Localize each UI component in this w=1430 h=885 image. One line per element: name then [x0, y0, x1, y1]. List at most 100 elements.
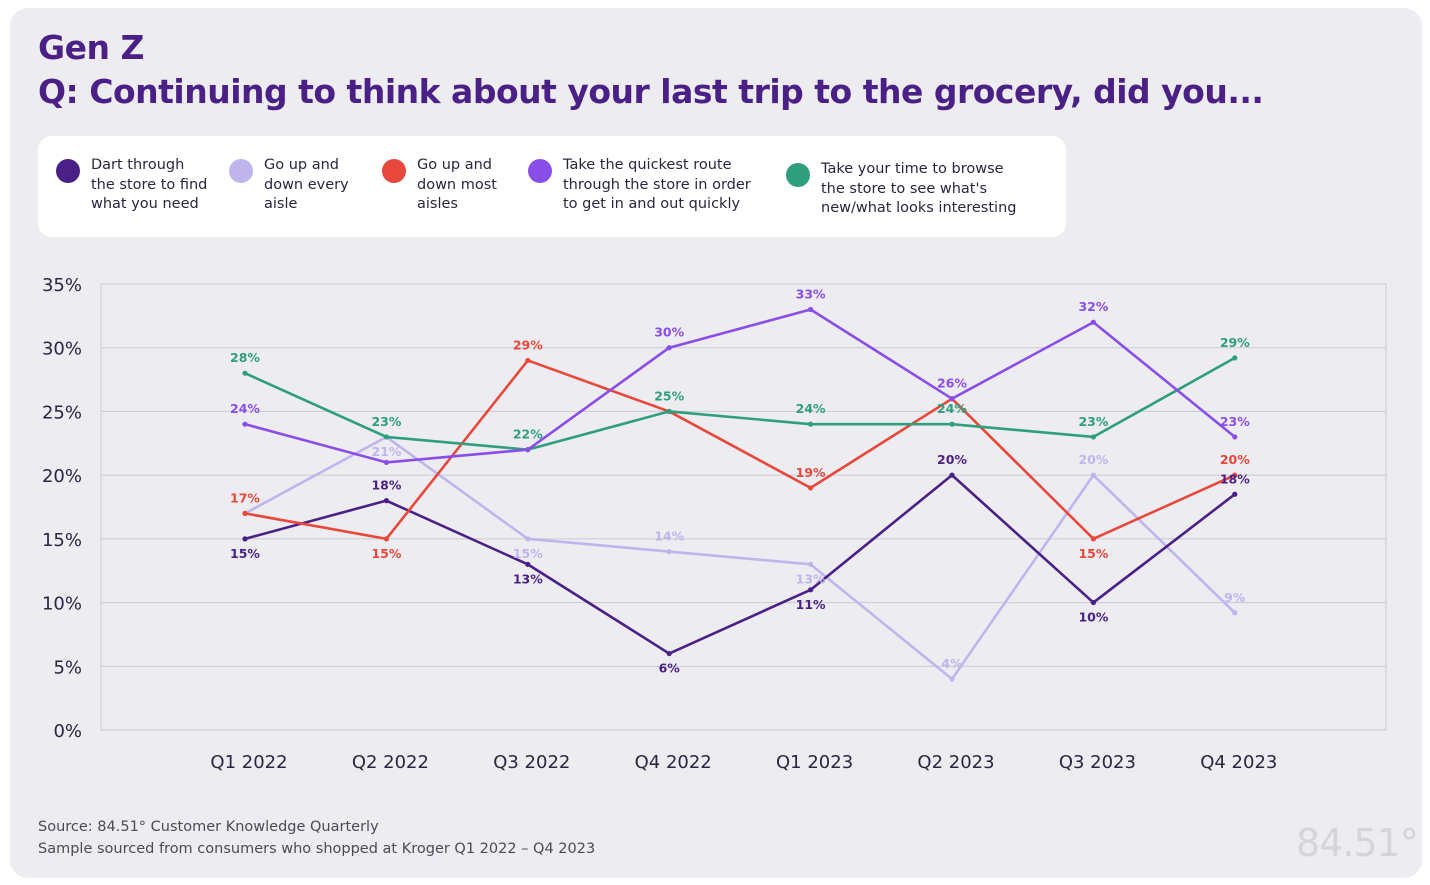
data-label: 22%: [513, 427, 543, 442]
brand-logo: 84.51°: [1296, 821, 1419, 865]
y-tick-label: 15%: [42, 530, 82, 551]
data-label: 29%: [1220, 335, 1250, 350]
data-point: [666, 408, 672, 415]
data-label: 18%: [1220, 471, 1250, 486]
data-point: [1090, 434, 1096, 440]
x-tick-label: Q2 2023: [917, 752, 994, 773]
x-tick-label: Q3 2023: [1059, 752, 1136, 773]
data-label: 29%: [513, 337, 543, 352]
data-label: 30%: [654, 325, 684, 340]
data-point: [1090, 319, 1096, 325]
data-point: [525, 561, 531, 567]
legend-label: Go up and down every aisle: [264, 157, 349, 212]
legend-item-dart-through: Dart through the store to find what you …: [56, 156, 207, 215]
data-point: [1232, 355, 1238, 361]
data-point: [1232, 434, 1238, 440]
data-point: [666, 345, 672, 351]
legend-item-quickest-route: Take the quickest route through the stor…: [528, 156, 751, 215]
legend-item-browse: Take your time to browse the store to se…: [786, 160, 1016, 219]
data-label: 17%: [230, 490, 260, 505]
data-point: [1232, 491, 1238, 497]
data-label: 33%: [796, 286, 826, 301]
legend-label: Dart through the store to find what you …: [91, 157, 208, 212]
sample-note: Sample sourced from consumers who shoppe…: [38, 841, 596, 857]
data-point: [808, 561, 814, 567]
legend-dot-icon: [382, 159, 406, 183]
chart-title: Gen Z: [38, 28, 144, 67]
x-tick-label: Q1 2022: [210, 752, 287, 773]
legend-dot-icon: [528, 159, 552, 183]
data-label: 4%: [941, 656, 963, 671]
legend: Dart through the store to find what you …: [38, 136, 1066, 237]
data-label: 23%: [371, 414, 401, 429]
data-point: [808, 421, 814, 427]
data-point: [949, 472, 955, 478]
data-point: [383, 459, 389, 465]
data-label: 9%: [1224, 590, 1246, 605]
data-point: [242, 510, 248, 516]
data-label: 24%: [796, 401, 826, 416]
data-label: 24%: [937, 401, 967, 416]
legend-label: Take your time to browse the store to se…: [821, 161, 1017, 216]
legend-dot-icon: [229, 159, 253, 183]
y-tick-label: 5%: [53, 657, 82, 678]
data-point: [525, 447, 531, 453]
data-label: 23%: [1078, 414, 1108, 429]
data-point: [383, 498, 389, 504]
data-point: [949, 421, 955, 427]
data-label: 6%: [659, 661, 681, 676]
plot-frame: [100, 283, 1387, 731]
x-tick-label: Q2 2022: [352, 752, 429, 773]
data-label: 20%: [1078, 452, 1108, 467]
series-line: [244, 308, 1236, 464]
y-tick-label: 25%: [42, 402, 82, 423]
data-point: [1232, 472, 1238, 478]
data-label: 15%: [1078, 546, 1108, 561]
data-point: [242, 421, 248, 427]
y-tick-label: 35%: [42, 275, 82, 296]
data-point: [1090, 599, 1096, 606]
data-point: [808, 485, 814, 491]
data-point: [242, 370, 248, 376]
data-label: 15%: [230, 546, 260, 561]
data-label: 13%: [796, 571, 826, 586]
data-label: 26%: [937, 376, 967, 391]
data-label: 10%: [1078, 610, 1108, 625]
data-label: 14%: [654, 529, 684, 544]
legend-label: Take the quickest route through the stor…: [563, 157, 751, 212]
legend-item-most-aisles: Go up and down most aisles: [382, 156, 497, 215]
legend-label: Go up and down most aisles: [417, 157, 497, 212]
series-line: [244, 435, 1236, 681]
series-line: [244, 473, 1236, 655]
data-point: [1090, 536, 1096, 542]
y-tick-label: 30%: [42, 339, 82, 360]
x-tick-label: Q4 2022: [635, 752, 712, 773]
x-tick-label: Q3 2022: [493, 752, 570, 773]
series-line: [244, 359, 1236, 541]
x-tick-label: Q1 2023: [776, 752, 853, 773]
data-point: [666, 549, 672, 555]
data-label: 21%: [371, 444, 401, 459]
data-label: 15%: [371, 546, 401, 561]
data-label: 20%: [937, 452, 967, 467]
data-label: 13%: [513, 571, 543, 586]
y-tick-label: 10%: [42, 594, 82, 615]
data-point: [808, 306, 814, 313]
data-label: 23%: [1220, 414, 1250, 429]
data-label: 28%: [230, 350, 260, 365]
data-label: 19%: [796, 465, 826, 480]
data-point: [525, 357, 531, 364]
data-point: [808, 587, 814, 593]
data-point: [949, 396, 955, 402]
data-point: [949, 676, 955, 682]
legend-item-every-aisle: Go up and down every aisle: [229, 156, 349, 215]
series-line: [244, 356, 1236, 451]
data-point: [1232, 610, 1238, 616]
x-tick-label: Q4 2023: [1200, 752, 1277, 773]
data-label: 24%: [230, 401, 260, 416]
data-point: [242, 536, 248, 542]
data-label: 18%: [371, 478, 401, 493]
data-point: [1090, 472, 1096, 478]
data-point: [666, 650, 672, 657]
